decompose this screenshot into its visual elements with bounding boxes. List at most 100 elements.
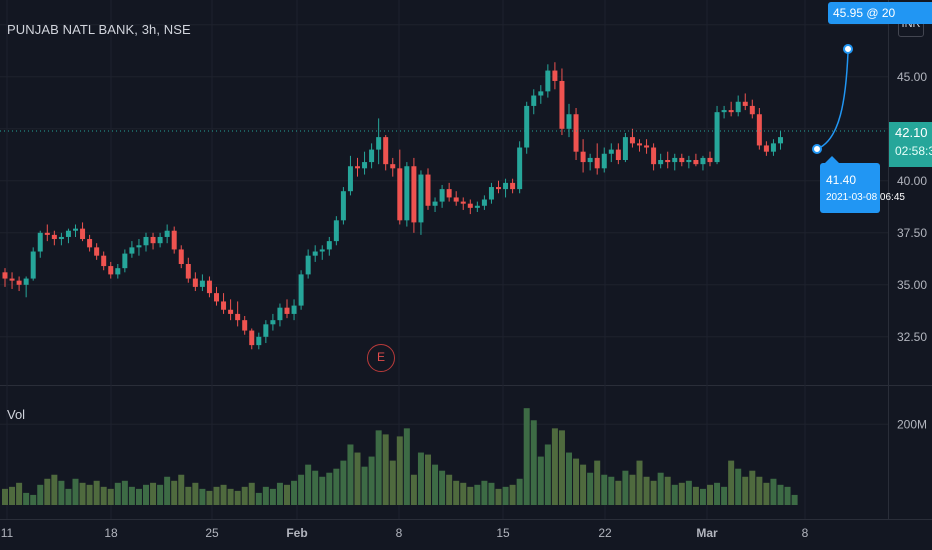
candle-body bbox=[679, 157, 685, 163]
candle-body bbox=[496, 187, 501, 190]
price-tick-label: 37.50 bbox=[897, 226, 927, 240]
candle-body bbox=[411, 166, 417, 223]
candlesticks bbox=[2, 62, 783, 350]
volume-bar bbox=[93, 480, 100, 505]
volume-bar bbox=[298, 474, 305, 505]
volume-bar bbox=[587, 472, 594, 505]
candle-body bbox=[347, 166, 353, 192]
bar-countdown: 02:58:3 bbox=[895, 144, 932, 158]
volume-bar bbox=[643, 476, 650, 505]
volume-bar bbox=[178, 474, 185, 505]
candle-body bbox=[651, 147, 657, 165]
projection-end-point[interactable] bbox=[843, 44, 853, 54]
candle-body bbox=[707, 157, 713, 163]
volume-bar bbox=[784, 486, 791, 505]
candle-body bbox=[763, 145, 769, 152]
volume-bar bbox=[2, 488, 8, 505]
candle-body bbox=[178, 249, 184, 264]
volume-bars bbox=[2, 408, 798, 505]
candle-body bbox=[305, 255, 311, 275]
candle-body bbox=[644, 145, 650, 148]
candle-body bbox=[87, 239, 93, 248]
candle-body bbox=[44, 232, 50, 235]
earnings-event-icon[interactable]: E bbox=[367, 344, 395, 372]
candle-body bbox=[517, 147, 523, 190]
volume-bar bbox=[537, 456, 544, 505]
volume-bar bbox=[375, 430, 382, 505]
candle-body bbox=[693, 160, 699, 165]
candle-body bbox=[277, 307, 283, 321]
candle-body bbox=[390, 164, 396, 169]
candle-body bbox=[164, 230, 170, 237]
projection-start-point[interactable] bbox=[812, 144, 822, 154]
candle-body bbox=[665, 160, 671, 163]
volume-bar bbox=[417, 452, 424, 505]
time-tick-label: 11 bbox=[1, 526, 14, 540]
volume-bar bbox=[721, 486, 728, 505]
volume-bar bbox=[678, 482, 685, 505]
volume-bar bbox=[707, 484, 713, 505]
candle-body bbox=[418, 174, 424, 223]
volume-bar bbox=[580, 464, 587, 505]
candle-body bbox=[298, 274, 304, 306]
volume-bar bbox=[361, 466, 368, 505]
candle-body bbox=[192, 278, 198, 287]
time-tick-label: 25 bbox=[205, 526, 219, 540]
candle-body bbox=[397, 168, 403, 221]
last-price-tag: 42.10 02:58:3 bbox=[889, 122, 932, 167]
candle-body bbox=[355, 166, 360, 169]
volume-bar bbox=[488, 482, 495, 505]
volume-bar bbox=[481, 480, 488, 505]
time-tick-label: 8 bbox=[396, 526, 403, 540]
candle-body bbox=[587, 157, 593, 163]
candle-body bbox=[580, 151, 586, 163]
volume-bar bbox=[756, 476, 763, 505]
volume-bar bbox=[460, 482, 467, 505]
volume-label[interactable]: Vol bbox=[7, 407, 26, 422]
volume-bar bbox=[269, 488, 276, 505]
volume-bar bbox=[51, 474, 58, 505]
volume-bar bbox=[502, 486, 509, 505]
candle-body bbox=[432, 201, 438, 206]
volume-bar bbox=[354, 452, 361, 505]
volume-bar bbox=[248, 482, 255, 505]
candle-body bbox=[404, 166, 410, 221]
volume-bar bbox=[410, 474, 417, 505]
candle-body bbox=[686, 160, 692, 163]
volume-bar bbox=[551, 428, 558, 505]
time-tick-label: 18 bbox=[104, 526, 118, 540]
candle-body bbox=[51, 234, 57, 240]
price-tick-label: 45.00 bbox=[897, 70, 927, 84]
grid bbox=[0, 0, 932, 520]
volume-bar bbox=[523, 408, 530, 505]
volume-bar bbox=[389, 460, 396, 505]
price-tick-label: 32.50 bbox=[897, 330, 927, 344]
candle-body bbox=[235, 313, 241, 321]
volume-bar bbox=[206, 490, 213, 505]
candle-body bbox=[2, 272, 8, 279]
volume-bar bbox=[135, 488, 142, 505]
volume-bar bbox=[333, 468, 340, 505]
volume-bar bbox=[114, 482, 121, 505]
volume-bar bbox=[657, 472, 664, 505]
volume-bar bbox=[305, 464, 312, 505]
volume-bar bbox=[16, 482, 23, 505]
candle-body bbox=[622, 137, 628, 160]
volume-bar bbox=[791, 494, 798, 505]
candle-body bbox=[136, 245, 142, 248]
projection-start-badge: 41.40 2021-03-08 06:45 bbox=[820, 156, 905, 213]
candle-body bbox=[658, 160, 664, 165]
price-axis[interactable]: 32.50 35.00 37.50 40.00 45.00 200M bbox=[897, 70, 927, 432]
volume-bar bbox=[213, 486, 220, 505]
time-axis[interactable]: 11 18 25 Feb 8 15 22 Mar 8 bbox=[1, 526, 809, 540]
volume-bar bbox=[107, 488, 114, 505]
candle-body bbox=[37, 232, 43, 252]
candle-body bbox=[333, 220, 339, 242]
candle-body bbox=[270, 320, 276, 325]
volume-bar bbox=[291, 480, 298, 505]
volume-bar bbox=[474, 484, 481, 505]
candle-body bbox=[552, 70, 558, 81]
symbol-title[interactable]: PUNJAB NATL BANK, 3h, NSE bbox=[7, 22, 191, 37]
volume-bar bbox=[284, 484, 290, 505]
